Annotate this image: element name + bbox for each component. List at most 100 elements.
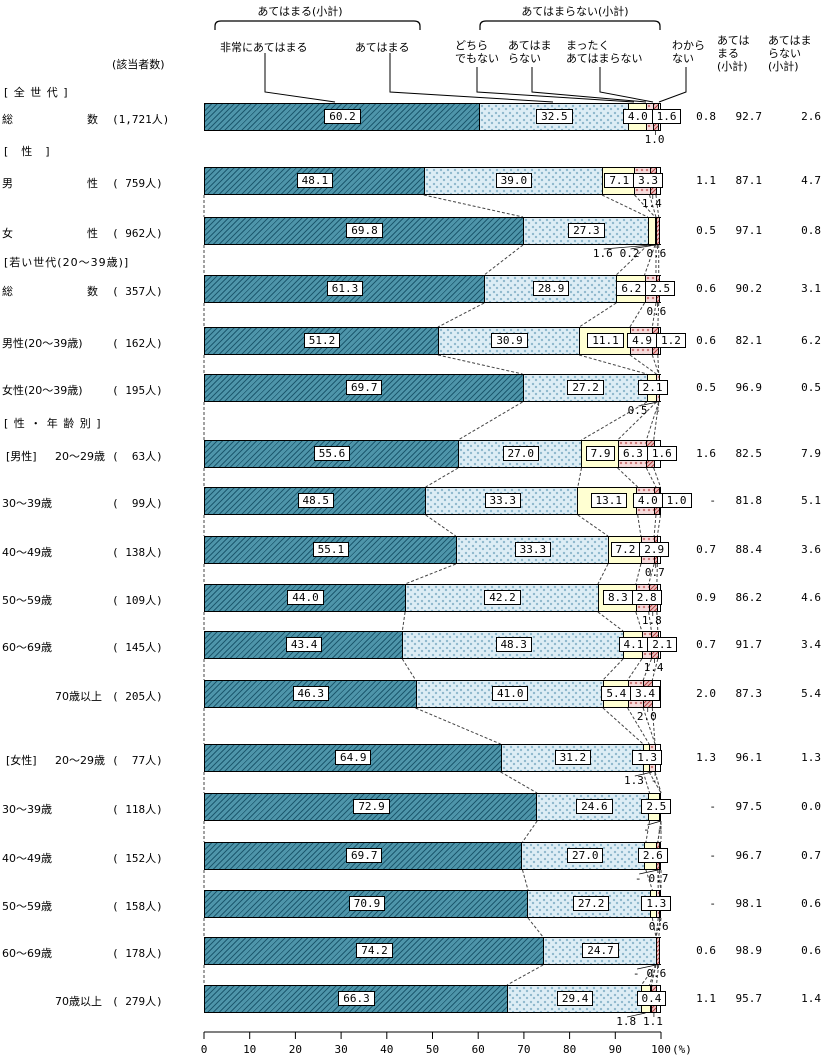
connector-line — [404, 563, 456, 585]
row-count: ( 145人) — [112, 641, 163, 654]
segment-strongly-applies — [205, 938, 545, 964]
segment-not-at-all — [657, 218, 660, 244]
segment-value-callout: 0.6 — [646, 305, 667, 318]
connector-line — [437, 354, 523, 375]
segment-value-label: 48.5 — [297, 493, 334, 508]
row-label: 40～49歳 — [2, 546, 52, 559]
segment-value-callout: 1.6 — [592, 247, 613, 260]
row-count: ( 158人) — [112, 900, 163, 913]
connector-line — [651, 917, 657, 938]
stacked-bar — [204, 937, 661, 965]
dont-know-value: - — [709, 849, 716, 862]
row-count: ( 205人) — [112, 690, 163, 703]
axis-tick-label: 100 — [651, 1043, 671, 1056]
segment-value-label: 44.0 — [287, 590, 324, 605]
connector-line — [654, 771, 662, 794]
connector-line — [425, 514, 457, 537]
segment-value-label: 27.0 — [567, 848, 604, 863]
row-label-char: 女 — [2, 227, 13, 240]
connector-line — [423, 194, 524, 218]
segment-value-label: 24.7 — [582, 943, 619, 958]
axis-tick-label: 10 — [243, 1043, 257, 1056]
segment-value-callout: 1.3 — [623, 774, 644, 787]
axis-tick-label: 20 — [288, 1043, 303, 1056]
subtotal-not-applies-value: 0.0 — [801, 800, 821, 813]
row-count: ( 357人) — [112, 285, 163, 298]
subtotal-applies-value: 86.2 — [735, 591, 763, 604]
segment-value-callout: 0.6 — [648, 920, 669, 933]
subtotal-not-applies-value: 0.7 — [801, 849, 821, 862]
connector-line — [437, 302, 485, 328]
row-count: ( 99人) — [112, 497, 163, 510]
stacked-bar — [204, 584, 661, 612]
connector-line — [637, 964, 657, 970]
segment-value-label: 48.1 — [296, 173, 334, 188]
subtotal-applies-value: 82.1 — [735, 334, 763, 347]
connector-line — [645, 820, 651, 843]
col-not-apply-label: あてはま らない — [508, 39, 552, 65]
dont-know-value: 1.1 — [696, 174, 716, 187]
segment-value-label: 7.9 — [585, 446, 616, 461]
connector-line — [655, 194, 660, 218]
connector-line — [527, 917, 544, 938]
row-count: (1,721人) — [112, 113, 170, 126]
segment-value-label: 30.9 — [491, 333, 528, 348]
axis-unit-label: (%) — [672, 1043, 692, 1056]
connector-line — [651, 707, 656, 745]
segment-value-label: 43.4 — [285, 637, 323, 652]
segment-strongly-applies — [205, 104, 481, 130]
segment-strongly-applies — [205, 168, 425, 194]
connector-line — [645, 401, 660, 441]
row-label: 女性(20～39歳) — [2, 384, 83, 397]
connector-line — [603, 244, 652, 250]
segment-value-label: 8.3 — [602, 590, 633, 605]
row-label: 30～39歳 — [2, 803, 52, 816]
stacked-bar — [204, 793, 661, 821]
axis-tick-label: 40 — [380, 1043, 394, 1056]
connector-line — [651, 354, 660, 375]
connector-line — [425, 467, 459, 488]
row-label: 男性 — [2, 175, 98, 191]
dont-know-value: 0.8 — [696, 110, 716, 123]
connector-line — [627, 707, 650, 745]
row-label: 60～69歳 — [2, 641, 52, 654]
col-subtotal-not-applies-label: あてはま らない (小計) — [768, 34, 812, 73]
segment-value-label: 7.2 — [610, 542, 641, 557]
connector-line — [635, 611, 643, 632]
subtotal-applies-value: 91.7 — [735, 638, 763, 651]
axis-tick-label: 70 — [517, 1043, 531, 1056]
dont-know-value: 0.5 — [696, 381, 716, 394]
subtotal-not-applies-value: 0.8 — [801, 224, 821, 237]
segment-value-callout: 0.7 — [648, 872, 669, 885]
segment-value-label: 32.5 — [536, 109, 573, 124]
row-group-tag: [女性] — [6, 754, 37, 767]
section-header: [ 性 ・ 年 齢 別 ] — [4, 417, 102, 430]
row-label: 70歳以上 — [55, 995, 102, 1008]
subtotal-applies-value: 88.4 — [735, 543, 763, 556]
segment-applies — [485, 276, 618, 302]
dont-know-value: 1.1 — [696, 992, 716, 1005]
segment-applies — [425, 488, 578, 514]
subtotal-applies-value: 96.1 — [735, 751, 763, 764]
connector-line — [653, 401, 660, 441]
connector-line — [629, 354, 657, 375]
segment-value-label: 48.3 — [495, 637, 532, 652]
respondents-header: (該当者数) — [112, 58, 165, 71]
row-label: 総数 — [2, 283, 98, 299]
connector-line — [649, 194, 657, 218]
connector-line — [648, 611, 652, 632]
stacked-bar — [204, 167, 661, 195]
segment-value-label: 70.9 — [348, 896, 386, 911]
connector-line — [627, 1012, 646, 1018]
segment-applies — [403, 632, 625, 658]
subtotal-applies-value: 98.1 — [735, 897, 763, 910]
connector-line — [657, 869, 662, 891]
segment-not-at-all — [656, 938, 660, 964]
col-strongly-applies-label: 非常にあてはまる — [220, 41, 308, 54]
subtotal-not-applies-value: 5.4 — [801, 687, 821, 700]
segment-value-label: 1.6 — [651, 109, 682, 124]
subtotal-not-applies-value: 3.1 — [801, 282, 821, 295]
segment-value-label: 1.0 — [661, 493, 692, 508]
segment-value-label: 55.1 — [312, 542, 350, 557]
section-header: [ 全 世 代 ] — [4, 86, 69, 99]
